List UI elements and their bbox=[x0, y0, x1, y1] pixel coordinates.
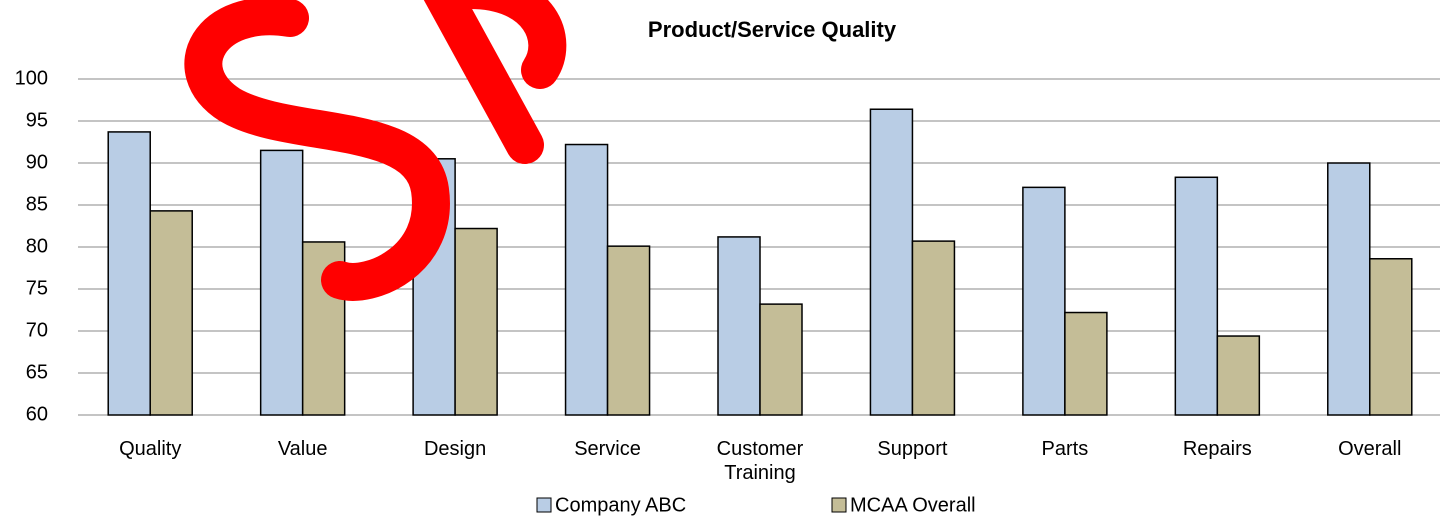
x-tick-label: Repairs bbox=[1152, 437, 1282, 461]
legend-label: MCAA Overall bbox=[850, 494, 976, 516]
y-tick-label: 65 bbox=[26, 361, 48, 383]
bar bbox=[455, 229, 497, 415]
x-tick-label: Customer Training bbox=[695, 437, 825, 485]
y-tick-label: 95 bbox=[26, 109, 48, 131]
bar bbox=[870, 109, 912, 415]
bar bbox=[1370, 259, 1412, 415]
legend-label: Company ABC bbox=[555, 494, 686, 516]
y-tick-label: 85 bbox=[26, 193, 48, 215]
x-tick-label: Support bbox=[847, 437, 977, 461]
legend: Company ABC MCAA Overall bbox=[537, 494, 976, 516]
y-tick-label: 60 bbox=[26, 403, 48, 425]
bar bbox=[261, 150, 303, 415]
bar bbox=[150, 211, 192, 415]
chart-title: Product/Service Quality bbox=[648, 17, 897, 42]
bar bbox=[1065, 313, 1107, 415]
bar bbox=[912, 241, 954, 415]
bar bbox=[608, 246, 650, 415]
x-tick-label: Service bbox=[543, 437, 673, 461]
x-tick-label: Value bbox=[238, 437, 368, 461]
x-tick-label: Quality bbox=[85, 437, 215, 461]
bar bbox=[1328, 163, 1370, 415]
x-tick-label: Design bbox=[390, 437, 520, 461]
bar bbox=[1023, 187, 1065, 415]
bar bbox=[1217, 336, 1259, 415]
bar bbox=[718, 237, 760, 415]
y-tick-label: 100 bbox=[15, 67, 48, 89]
y-tick-label: 70 bbox=[26, 319, 48, 341]
bar bbox=[1175, 177, 1217, 415]
bar bbox=[566, 145, 608, 415]
bar bbox=[760, 304, 802, 415]
bars bbox=[108, 109, 1412, 415]
y-tick-label: 75 bbox=[26, 277, 48, 299]
legend-swatch bbox=[832, 498, 846, 512]
y-tick-label: 80 bbox=[26, 235, 48, 257]
overlay-stroke bbox=[440, 0, 525, 145]
x-tick-label: Overall bbox=[1305, 437, 1435, 461]
bar bbox=[108, 132, 150, 415]
y-tick-label: 90 bbox=[26, 151, 48, 173]
x-tick-label: Parts bbox=[1000, 437, 1130, 461]
chart: Product/Service Quality 60 65 70 75 80 85 90 95… bbox=[0, 0, 1446, 524]
legend-swatch bbox=[537, 498, 551, 512]
